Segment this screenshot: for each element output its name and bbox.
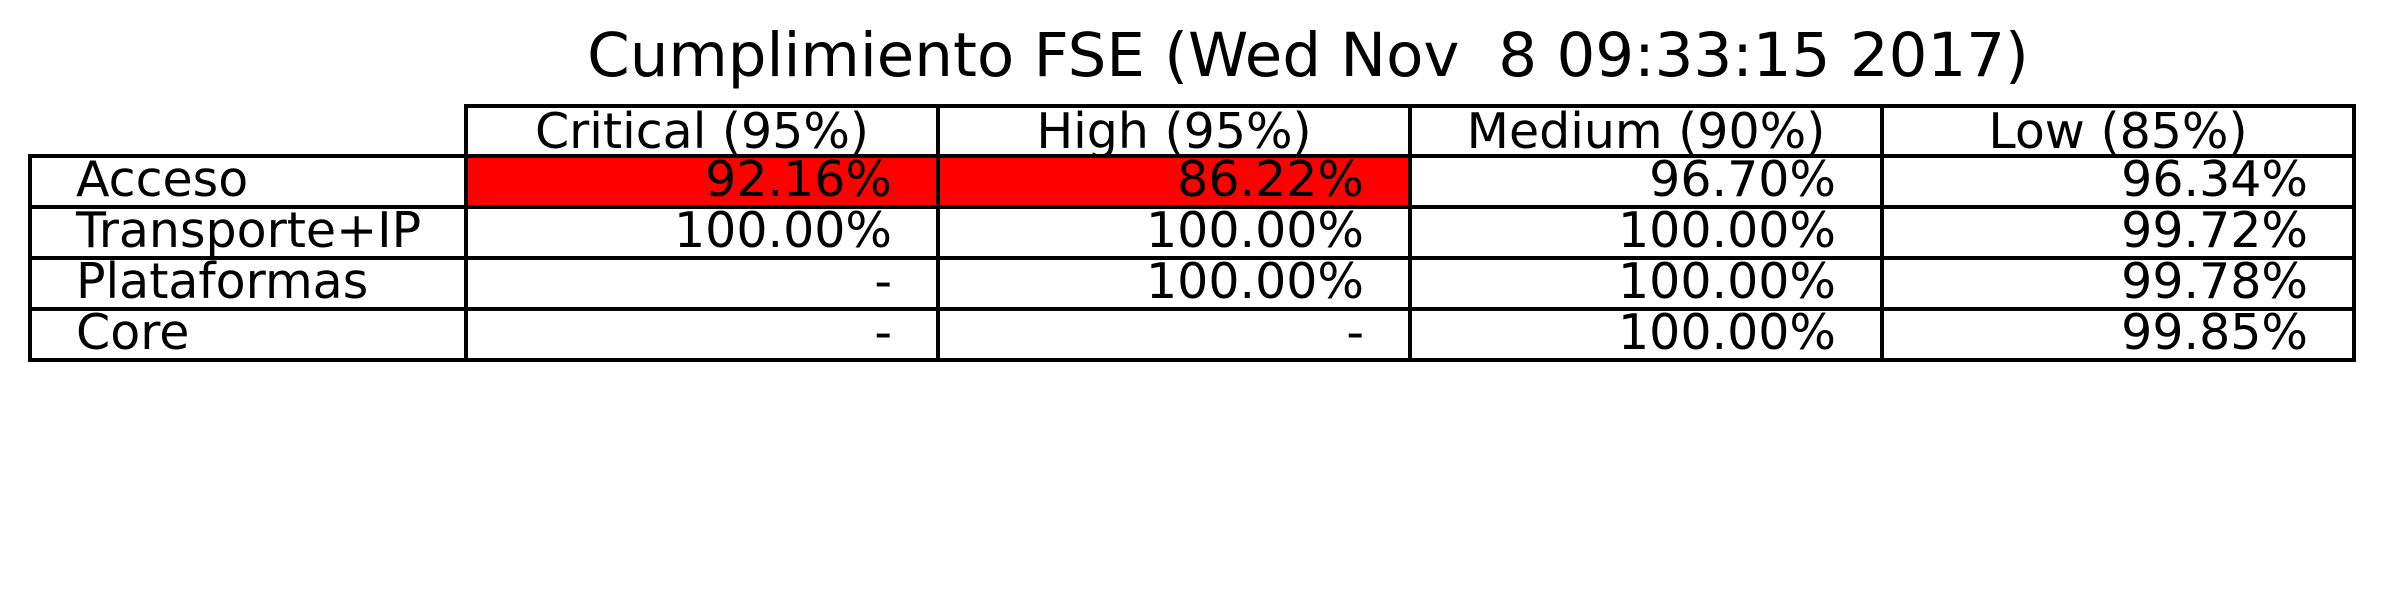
cell-transporte-ip-critical-95-value: 100.00% [674, 202, 892, 259]
row-label-acceso: Acceso [76, 151, 248, 208]
cell-acceso-critical-95-value: 92.16% [705, 151, 892, 208]
cell-plataformas-critical-95-value: - [874, 253, 892, 310]
column-header-label-low-85: Low (85%) [1988, 103, 2247, 160]
cell-transporte-ip-high-95 [936, 205, 1412, 260]
cell-plataformas-low-85-value: 99.78% [2121, 253, 2308, 310]
cell-plataformas-medium-90 [1408, 256, 1884, 311]
cell-core-high-95 [936, 307, 1412, 362]
column-header-label-medium-90: Medium (90%) [1467, 103, 1826, 160]
cell-plataformas-low-85 [1880, 256, 2356, 311]
cell-core-high-95-value: - [1346, 304, 1364, 361]
cell-core-critical-95 [464, 307, 940, 362]
row-label-cell-core [28, 307, 468, 362]
cell-plataformas-critical-95 [464, 256, 940, 311]
cell-acceso-medium-90-value: 96.70% [1649, 151, 1836, 208]
cell-plataformas-medium-90-value: 100.00% [1618, 253, 1836, 310]
cell-acceso-low-85-value: 96.34% [2121, 151, 2308, 208]
cell-core-critical-95-value: - [874, 304, 892, 361]
row-label-cell-plataformas [28, 256, 468, 311]
cell-core-low-85 [1880, 307, 2356, 362]
column-header-cell-low-85 [1880, 104, 2356, 158]
column-header-label-critical-95: Critical (95%) [535, 103, 869, 160]
column-header-label-high-95: High (95%) [1036, 103, 1311, 160]
row-label-cell-acceso [28, 154, 468, 209]
cell-transporte-ip-low-85-value: 99.72% [2121, 202, 2308, 259]
chart-title: Cumplimiento FSE (Wed Nov 8 09:33:15 201… [587, 20, 2029, 91]
cell-core-medium-90-value: 100.00% [1618, 304, 1836, 361]
cell-core-low-85-value: 99.85% [2121, 304, 2308, 361]
row-label-transporte-ip: Transporte+IP [75, 202, 421, 259]
row-label-plataformas: Plataformas [76, 253, 368, 310]
column-header-cell-medium-90 [1408, 104, 1884, 158]
cell-transporte-ip-low-85 [1880, 205, 2356, 260]
cell-plataformas-high-95 [936, 256, 1412, 311]
cell-transporte-ip-critical-95 [464, 205, 940, 260]
cell-plataformas-high-95-value: 100.00% [1146, 253, 1364, 310]
cell-transporte-ip-medium-90-value: 100.00% [1618, 202, 1836, 259]
cell-transporte-ip-high-95-value: 100.00% [1146, 202, 1364, 259]
cell-core-medium-90 [1408, 307, 1884, 362]
cell-acceso-high-95-value: 86.22% [1177, 151, 1364, 208]
row-label-core: Core [76, 304, 189, 361]
